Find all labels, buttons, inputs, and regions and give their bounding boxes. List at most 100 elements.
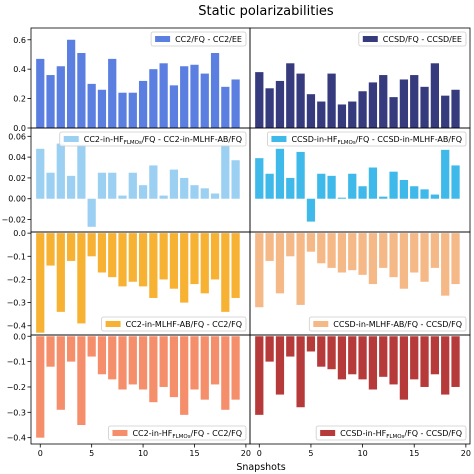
bar <box>210 193 220 199</box>
bar <box>200 336 209 400</box>
legend-subscript: FLMOs <box>172 434 190 440</box>
y-tick-label: 0.4 <box>13 65 26 74</box>
bar <box>87 83 96 128</box>
bar <box>399 180 409 199</box>
bar <box>337 104 347 128</box>
bar <box>108 172 117 199</box>
bar <box>441 233 450 296</box>
legend-swatch <box>362 36 378 42</box>
bar <box>138 185 148 199</box>
legend-box <box>59 131 247 147</box>
legend: CC2-in-HFFLMOs/FQ - CC2/FQ <box>108 425 247 441</box>
legend-subscript: FLMOs <box>338 140 356 146</box>
legend-box <box>150 31 247 47</box>
bar <box>169 233 179 289</box>
bar <box>430 194 440 199</box>
bar <box>149 233 158 298</box>
bar <box>66 233 76 261</box>
legend-main: CC2-in-MLHF-AB/FQ - CC2/FQ <box>126 320 242 329</box>
bar <box>317 233 326 264</box>
y-tick-label: −0.02 <box>1 216 26 225</box>
bar <box>200 73 209 128</box>
legend-main: CC2-in-HF <box>84 135 124 144</box>
legend: CCSD-in-MLHF-AB/FQ - CCSD/FQ <box>308 316 467 332</box>
legend-rest: /FQ - CC2-in-MLHF-AB/FQ <box>142 135 242 144</box>
bar <box>337 197 347 199</box>
panel-1-0: −0.02 0.00 0.02 0.04 0.06 CC2-in-HFFLMOs/FQ -… <box>1 127 251 233</box>
bar <box>286 63 295 128</box>
y-tick-label: −0.2 <box>7 383 26 392</box>
bar <box>159 63 168 128</box>
bar <box>36 336 45 438</box>
bar <box>389 233 398 278</box>
legend-box <box>267 131 467 147</box>
bar <box>379 233 388 268</box>
bar <box>348 173 357 199</box>
bar <box>348 101 357 128</box>
legend-swatch <box>63 136 79 142</box>
y-tick-label: −0.4 <box>7 434 26 443</box>
bar <box>410 336 419 380</box>
y-tick-label: 0.04 <box>8 153 26 162</box>
bar <box>379 196 388 199</box>
legend-rest: /FQ - CCSD-in-MLHF-AB/FQ <box>356 135 462 144</box>
bar <box>255 233 264 308</box>
bar <box>451 165 460 199</box>
bar <box>210 336 220 385</box>
legend-swatch <box>320 430 336 436</box>
bar <box>265 336 274 362</box>
bar <box>180 66 189 128</box>
bar <box>379 336 388 377</box>
panel-frame <box>249 334 471 445</box>
legend-subscript: FLMOs <box>386 434 404 440</box>
bar <box>420 336 429 387</box>
legend-main: CCSD-in-HF <box>340 429 386 438</box>
bar <box>420 86 429 128</box>
y-tick-label: −0.3 <box>7 408 26 417</box>
bar <box>77 53 86 128</box>
legend-label: CC2-in-HFFLMOs/FQ - CC2/FQ <box>132 429 242 440</box>
bar <box>441 95 450 128</box>
x-axis-label: Snapshots <box>236 462 285 473</box>
bar <box>317 336 326 367</box>
legend-swatch <box>112 430 128 436</box>
x-tick-label: 20 <box>461 449 471 458</box>
bar <box>138 233 148 287</box>
bar <box>190 185 199 199</box>
bar <box>221 86 230 128</box>
y-tick-label: −0.2 <box>7 275 26 284</box>
bar <box>410 75 419 128</box>
bar <box>410 233 419 273</box>
bar <box>77 336 86 425</box>
bar <box>66 39 76 129</box>
bar <box>296 233 305 305</box>
bar <box>306 336 316 352</box>
bar <box>180 233 189 303</box>
bar <box>368 82 378 128</box>
bar <box>36 148 45 199</box>
bar <box>159 195 168 199</box>
bar <box>128 172 137 199</box>
bar <box>159 336 168 387</box>
bar <box>169 85 179 128</box>
bar <box>379 75 388 128</box>
panel-2-1: CCSD-in-MLHF-AB/FQ - CCSD/FQ <box>249 231 471 336</box>
bar <box>327 233 336 268</box>
bar <box>368 336 378 390</box>
bar <box>138 80 148 128</box>
bar <box>358 233 367 275</box>
bar <box>87 198 96 227</box>
bar <box>210 233 220 280</box>
bar <box>441 149 450 199</box>
bar <box>286 336 295 357</box>
bar <box>56 336 65 410</box>
bar <box>190 233 199 285</box>
bar <box>36 233 45 333</box>
bar <box>348 336 357 375</box>
bar <box>430 233 440 268</box>
y-tick-label: −0.4 <box>7 322 26 331</box>
panel-3-1: 0 5 10 15 20 CCSD-in-HFFLMOs/FQ - CCSD/FQ <box>249 334 471 458</box>
figure-title: Static polarizabilities <box>198 4 334 19</box>
bar <box>337 233 347 273</box>
